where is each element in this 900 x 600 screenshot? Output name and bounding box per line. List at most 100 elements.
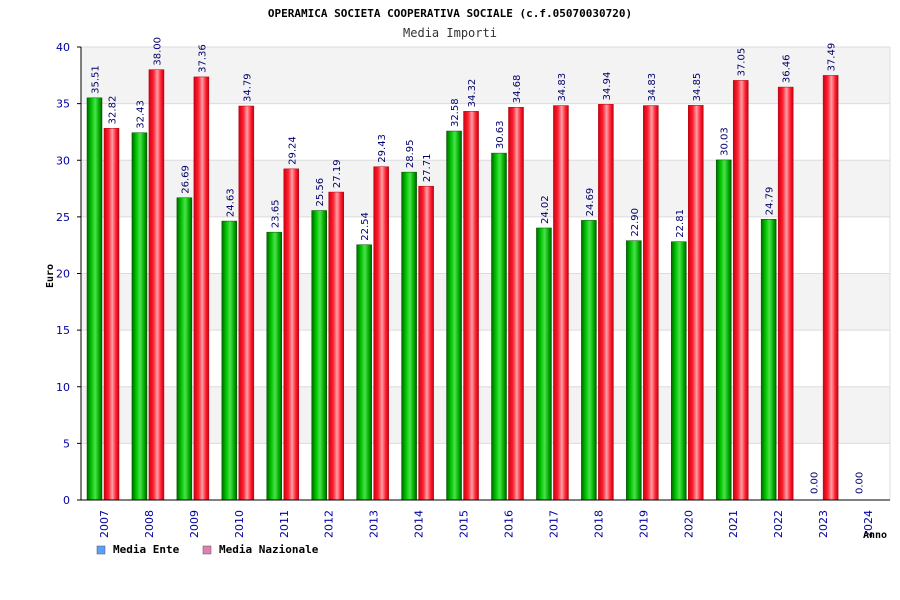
- value-label: 22.90: [630, 208, 641, 237]
- bar-media-nazionale: [103, 128, 120, 501]
- legend-label: Media Ente: [113, 543, 180, 556]
- bar-media-ente: [86, 97, 103, 501]
- legend-label: Media Nazionale: [219, 543, 319, 556]
- x-axis-label: Anno: [863, 530, 887, 541]
- x-tick-label: 2020: [682, 510, 695, 538]
- gridlines: [81, 46, 891, 501]
- value-label: 24.02: [540, 195, 551, 224]
- bar-media-ente: [221, 220, 238, 501]
- y-tick-label: 35: [56, 98, 70, 111]
- y-tick-label: 20: [56, 268, 70, 281]
- x-tick-label: 2023: [817, 510, 830, 538]
- bar-media-ente: [581, 220, 597, 501]
- bar-media-nazionale: [373, 166, 389, 501]
- value-label: 32.43: [135, 100, 146, 129]
- y-axis-label: Euro: [45, 264, 56, 288]
- value-labels: 35.51 32.82 32.43 38.00 26.69 37.36 24.63 34.79…: [91, 37, 866, 494]
- y-tick-label: 25: [56, 211, 70, 224]
- value-label: 22.54: [360, 212, 371, 241]
- x-tick-label: 2024: [862, 510, 875, 538]
- bar-media-nazionale: [328, 191, 344, 501]
- x-tick-label: 2012: [323, 510, 336, 538]
- value-label: 23.65: [270, 200, 281, 229]
- value-label: 37.36: [197, 44, 208, 73]
- value-label: 30.03: [720, 127, 731, 156]
- bar-media-ente: [311, 210, 327, 501]
- bar-media-nazionale: [598, 104, 614, 501]
- legend: Media Ente Media Nazionale: [96, 543, 319, 556]
- bar-media-ente: [131, 132, 148, 501]
- value-label: 32.58: [450, 98, 461, 127]
- value-label: 34.94: [602, 72, 613, 101]
- bar-media-ente: [760, 219, 777, 501]
- value-label: 0.00: [810, 472, 821, 494]
- bar-media-ente: [491, 152, 507, 501]
- bar-media-nazionale: [238, 105, 255, 501]
- bar-media-ente: [626, 240, 642, 501]
- bar-media-ente: [536, 227, 552, 501]
- value-label: 25.56: [315, 178, 326, 207]
- bar-media-ente: [356, 244, 372, 501]
- bar-media-nazionale: [148, 69, 165, 501]
- bar-media-ente: [266, 231, 283, 501]
- value-label: 35.51: [91, 65, 102, 94]
- x-tick-label: 2021: [727, 510, 740, 538]
- bar-media-nazionale: [777, 86, 794, 501]
- value-label: 34.85: [692, 73, 703, 102]
- bar-media-nazionale: [418, 185, 434, 501]
- plot-band: [81, 47, 890, 104]
- value-label: 24.79: [765, 187, 776, 216]
- bar-media-ente: [446, 130, 462, 501]
- value-label: 28.95: [405, 140, 416, 169]
- bar-media-nazionale: [508, 106, 524, 501]
- bar-media-ente: [671, 241, 687, 501]
- bar-media-nazionale: [688, 105, 704, 501]
- x-tick-label: 2009: [188, 510, 201, 538]
- x-tick-label: 2013: [368, 510, 381, 538]
- chart-subtitle: Media Importi: [403, 26, 497, 40]
- x-tick-label: 2007: [98, 510, 111, 538]
- bar-media-nazionale: [643, 105, 659, 501]
- bar-media-ente: [176, 197, 193, 501]
- value-label: 37.05: [737, 48, 748, 77]
- x-tick-labels: 2007 2008 2009 2010 2011 2012 2013 2014 2015 2016…: [98, 510, 875, 538]
- bar-media-nazionale: [193, 76, 210, 501]
- bar-media-nazionale: [553, 105, 569, 501]
- legend-swatch: [202, 545, 212, 555]
- chart-title: OPERAMICA SOCIETA COOPERATIVA SOCIALE (c…: [268, 7, 632, 20]
- value-label: 24.69: [585, 188, 596, 217]
- x-tick-label: 2011: [278, 510, 291, 538]
- y-tick-label: 15: [56, 324, 70, 337]
- value-label: 27.71: [422, 154, 433, 183]
- x-tick-label: 2019: [637, 510, 650, 538]
- bar-media-ente: [401, 171, 417, 501]
- value-label: 34.32: [467, 79, 478, 108]
- value-label: 30.63: [495, 120, 506, 149]
- x-tick-label: 2016: [503, 510, 516, 538]
- y-tick-label: 5: [63, 437, 70, 450]
- x-tick-label: 2022: [772, 510, 785, 538]
- plot-band: [81, 273, 890, 331]
- y-tick-label: 0: [63, 494, 70, 507]
- value-label: 37.49: [827, 43, 838, 72]
- value-label: 32.82: [108, 96, 119, 125]
- y-tick-label: 10: [56, 381, 70, 394]
- bar-media-nazionale: [463, 111, 479, 501]
- bar-media-nazionale: [732, 80, 749, 501]
- x-tick-label: 2018: [592, 510, 605, 538]
- x-tick-label: 2010: [233, 510, 246, 538]
- bar-media-nazionale: [822, 75, 839, 501]
- value-label: 34.83: [557, 73, 568, 102]
- plot-band: [81, 386, 890, 444]
- legend-swatch: [96, 545, 106, 555]
- value-label: 34.68: [512, 75, 523, 104]
- value-label: 29.24: [287, 136, 298, 165]
- value-label: 36.46: [782, 54, 793, 83]
- y-tick-label: 40: [56, 41, 70, 54]
- value-label: 24.63: [225, 188, 236, 217]
- value-label: 34.79: [242, 73, 253, 102]
- x-tick-label: 2017: [547, 510, 560, 538]
- value-label: 26.69: [180, 165, 191, 194]
- bars: [86, 69, 839, 501]
